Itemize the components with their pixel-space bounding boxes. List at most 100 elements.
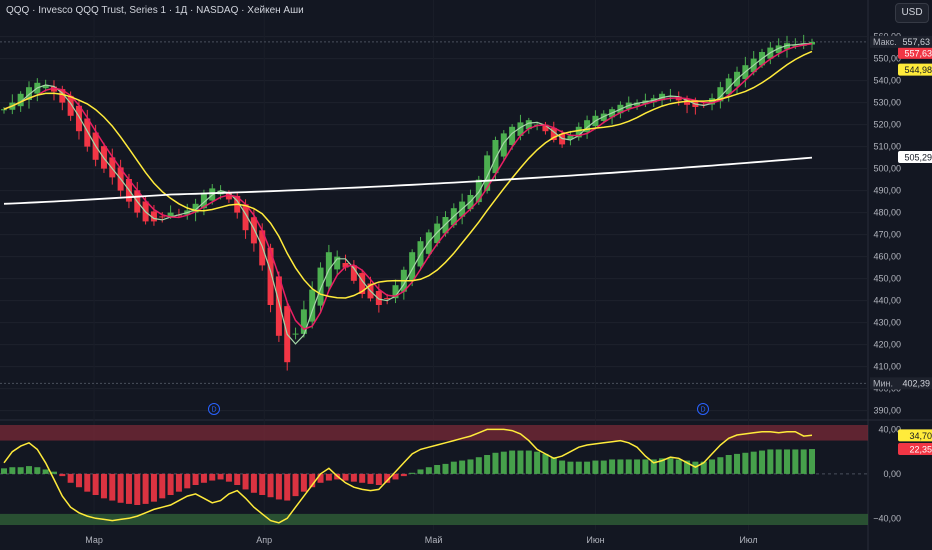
oscillator-histogram-bar xyxy=(225,473,232,482)
oscillator-histogram-bar xyxy=(75,473,82,488)
oscillator-histogram-bar xyxy=(434,465,441,474)
oscillator-histogram-bar xyxy=(400,473,407,477)
oscillator-histogram-bar xyxy=(25,466,32,474)
candle-body xyxy=(267,247,274,305)
oscillator-histogram-bar xyxy=(9,467,16,474)
oscillator-line-tag: 34,70 xyxy=(898,429,932,442)
low-marker-label: Мин. xyxy=(873,378,893,388)
candle-body xyxy=(342,263,349,268)
price-axis: 560,00550,00540,00530,00520,00510,00500,… xyxy=(870,32,932,523)
ma-slow-tag: 544,98 xyxy=(898,63,932,76)
oscillator-histogram-bar xyxy=(134,473,141,505)
candle-body xyxy=(442,217,449,234)
candle-body xyxy=(717,87,724,102)
oscillator-line-tag-bg xyxy=(898,429,932,442)
oscillator-histogram-bar xyxy=(567,461,574,474)
candle-body xyxy=(317,267,324,306)
moving-averages xyxy=(3,42,813,345)
candle-body xyxy=(275,276,282,336)
high-marker-bg xyxy=(870,35,932,48)
candle-body xyxy=(292,333,299,335)
dividend-marker-label: D xyxy=(700,407,705,414)
ma-slow-tag-text: 544,98 xyxy=(904,65,932,75)
oscillator-histogram-bar xyxy=(592,460,599,474)
high-marker: Макс. 557,63 xyxy=(870,35,932,48)
oscillator-histogram-bar xyxy=(634,459,641,474)
candle-body xyxy=(42,85,49,89)
dividend-marker-label: D xyxy=(211,407,216,414)
price-tick-label: 460,00 xyxy=(873,252,901,262)
oscillator-histogram-bar xyxy=(342,473,349,481)
oscillator-histogram-bar xyxy=(550,457,557,474)
oscillator-histogram-bar xyxy=(667,458,674,474)
price-tick-label: 410,00 xyxy=(873,362,901,372)
oscillator-histogram-bar xyxy=(17,467,24,474)
price-tick-label: 480,00 xyxy=(873,208,901,218)
ma-long-tag: 505,29 xyxy=(898,150,932,163)
oscillator-histogram-bar xyxy=(259,473,266,495)
candle-body xyxy=(109,157,116,178)
ma-slow-line xyxy=(3,50,813,299)
candle-body xyxy=(192,203,199,213)
high-marker-value: 557,63 xyxy=(902,37,930,47)
candle-body xyxy=(542,124,549,132)
candle-body xyxy=(334,256,341,270)
candle-body xyxy=(784,43,791,50)
oscillator-histogram-bar xyxy=(600,460,607,474)
price-tick-label: 510,00 xyxy=(873,142,901,152)
oscillator-histogram-bar xyxy=(234,473,241,485)
oscillator-histogram-bar xyxy=(117,473,124,503)
oscillator-histogram-bar xyxy=(734,453,741,474)
price-tick-label: 550,00 xyxy=(873,54,901,64)
oscillator-histogram-bar xyxy=(425,467,432,474)
currency-button[interactable]: USD xyxy=(895,3,929,23)
oscillator-histogram-bar xyxy=(317,473,324,483)
oscillator-histogram-bar xyxy=(742,452,749,474)
oscillator-histogram-bar xyxy=(175,473,182,492)
time-tick-label: Мар xyxy=(85,535,103,545)
candle-body xyxy=(167,212,174,217)
candle-body xyxy=(575,126,582,138)
candle-body xyxy=(300,309,307,334)
oscillator-histogram-bar xyxy=(642,459,649,474)
candle-body xyxy=(25,87,32,100)
oscillator-histogram-bar xyxy=(242,473,249,490)
oscillator-hist-tag-bg xyxy=(898,443,932,456)
oscillator-histogram-bar xyxy=(467,459,474,474)
last-price-tag: 557,63 xyxy=(898,46,932,59)
candle-body xyxy=(59,89,66,103)
oscillator-tick-label: −40,00 xyxy=(873,513,901,523)
candle-body xyxy=(425,232,432,254)
oscillator-histogram-bar xyxy=(84,473,91,492)
candle-body xyxy=(225,192,232,200)
oscillator-histogram-bar xyxy=(450,461,457,474)
oscillator-histogram-bar xyxy=(59,473,66,477)
candle-body xyxy=(50,86,57,92)
candle-body xyxy=(359,273,366,294)
oscillator-histogram-bar xyxy=(650,459,657,474)
oscillator-histogram-bar xyxy=(125,473,132,504)
time-tick-label: Июн xyxy=(586,535,604,545)
low-marker-bg xyxy=(870,377,932,390)
candle-body xyxy=(350,265,357,281)
candle-body xyxy=(509,126,516,145)
oscillator-histogram-bar xyxy=(775,449,782,474)
price-tick-label: 490,00 xyxy=(873,186,901,196)
oscillator-histogram-bar xyxy=(675,459,682,474)
candle-body xyxy=(200,192,207,209)
candle-body xyxy=(492,140,499,174)
oscillator-histogram-bar xyxy=(750,451,757,474)
oscillator-histogram-bar xyxy=(759,450,766,474)
ma-slow-tag-bg xyxy=(898,63,932,76)
candle-body xyxy=(725,78,732,95)
oscillator-histogram-bar xyxy=(659,458,666,474)
oscillator-histogram-bar xyxy=(159,473,166,499)
candle-body xyxy=(709,98,716,105)
price-tick-label: 420,00 xyxy=(873,340,901,350)
oscillator-histogram-bar xyxy=(267,473,274,498)
time-tick-label: Май xyxy=(425,535,443,545)
candle-body xyxy=(434,223,441,244)
oscillator-histogram-bar xyxy=(584,461,591,474)
